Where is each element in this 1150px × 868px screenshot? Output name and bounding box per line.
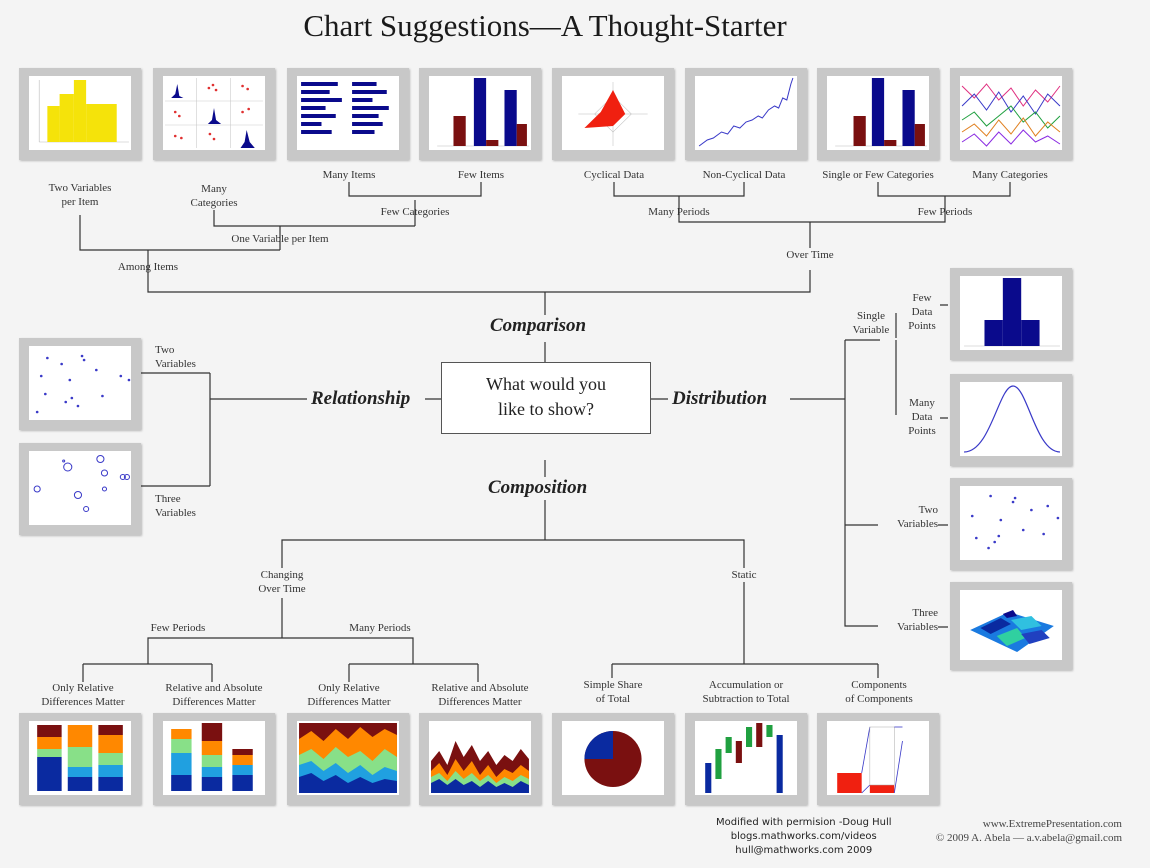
category-comparison[interactable]: Comparison <box>486 315 591 337</box>
3d-area-chart-icon[interactable] <box>950 582 1072 670</box>
table-with-embedded-charts-icon[interactable] <box>153 68 275 160</box>
label-many-categories: Many Categories <box>190 183 238 209</box>
multi-line-chart-icon[interactable] <box>950 68 1072 160</box>
label-rel-abs-1: Relative and Absolute Differences Matter <box>165 682 263 708</box>
label-comp-many-periods: Many Periods <box>349 622 411 634</box>
label-many-periods: Many Periods <box>648 206 710 218</box>
label-many-categories-time: Many Categories <box>972 169 1048 181</box>
label-static: Static <box>731 569 757 581</box>
label-over-time: Over Time <box>786 249 834 261</box>
label-changing-over-time: Changing Over Time <box>258 569 306 595</box>
scatter-chart-icon[interactable] <box>19 338 141 430</box>
label-rel-abs-2: Relative and Absolute Differences Matter <box>431 682 529 708</box>
scatter-distribution-icon[interactable] <box>950 478 1072 570</box>
label-few-data-points: Few Data Points <box>908 291 936 333</box>
label-dist-two-vars: Two Variables <box>878 503 938 531</box>
stacked-column-icon[interactable] <box>153 713 275 805</box>
credit-site: www.ExtremePresentation.com © 2009 A. Ab… <box>900 817 1122 845</box>
label-rel-two-vars: Two Variables <box>155 344 196 370</box>
label-only-relative-1: Only Relative Differences Matter <box>41 682 125 708</box>
center-question-line2: like to show? <box>498 399 594 419</box>
credit-copyright: © 2009 A. Abela — a.v.abela@gmail.com <box>935 832 1122 844</box>
label-components: Components of Components <box>845 679 913 705</box>
radar-chart-icon[interactable] <box>552 68 674 160</box>
line-histogram-icon[interactable] <box>950 374 1072 466</box>
label-many-items: Many Items <box>322 169 376 181</box>
credit-modified: Modified with permision -Doug Hull blogs.… <box>716 817 892 856</box>
center-question-box[interactable]: What would you like to show? <box>441 362 651 434</box>
stacked-100-area-icon[interactable] <box>287 713 409 805</box>
stacked-area-icon[interactable] <box>419 713 541 805</box>
line-chart-icon[interactable] <box>685 68 807 160</box>
label-one-var-per-item: One Variable per Item <box>231 233 329 245</box>
category-composition[interactable]: Composition <box>484 477 592 499</box>
column-time-chart-icon[interactable] <box>817 68 939 160</box>
label-non-cyclical-data: Non-Cyclical Data <box>702 169 786 181</box>
category-distribution[interactable]: Distribution <box>668 388 772 410</box>
waterfall-chart-icon[interactable] <box>685 713 807 805</box>
bar-chart-icon[interactable] <box>287 68 409 160</box>
stacked-100-column-icon[interactable] <box>19 713 141 805</box>
label-among-items: Among Items <box>117 261 179 273</box>
column-histogram-icon[interactable] <box>950 268 1072 360</box>
label-few-items: Few Items <box>457 169 505 181</box>
label-cyclical-data: Cyclical Data <box>583 169 645 181</box>
label-many-data-points: Many Data Points <box>908 396 936 438</box>
label-dist-three-vars: Three Variables <box>878 606 938 634</box>
page-title: Chart Suggestions—A Thought-Starter <box>303 8 787 43</box>
pie-chart-icon[interactable] <box>552 713 674 805</box>
credit-site-link[interactable]: www.ExtremePresentation.com <box>982 818 1122 830</box>
label-few-categories: Few Categories <box>380 206 450 218</box>
label-single-few-categories: Single or Few Categories <box>822 169 934 181</box>
label-accumulation: Accumulation or Subtraction to Total <box>702 679 790 705</box>
label-single-variable: Single Variable <box>852 309 890 337</box>
label-rel-three-vars: Three Variables <box>155 493 196 519</box>
label-two-vars-per-item: Two Variables per Item <box>48 182 112 208</box>
column-chart-icon[interactable] <box>419 68 541 160</box>
stacked-column-components-icon[interactable] <box>817 713 939 805</box>
label-comp-few-periods: Few Periods <box>150 622 206 634</box>
label-few-periods: Few Periods <box>917 206 973 218</box>
variable-width-column-chart-icon[interactable] <box>19 68 141 160</box>
bubble-chart-icon[interactable] <box>19 443 141 535</box>
center-question-line1: What would you <box>486 374 606 394</box>
label-simple-share: Simple Share of Total <box>583 679 643 705</box>
label-only-relative-2: Only Relative Differences Matter <box>307 682 391 708</box>
category-relationship[interactable]: Relationship <box>307 388 415 410</box>
